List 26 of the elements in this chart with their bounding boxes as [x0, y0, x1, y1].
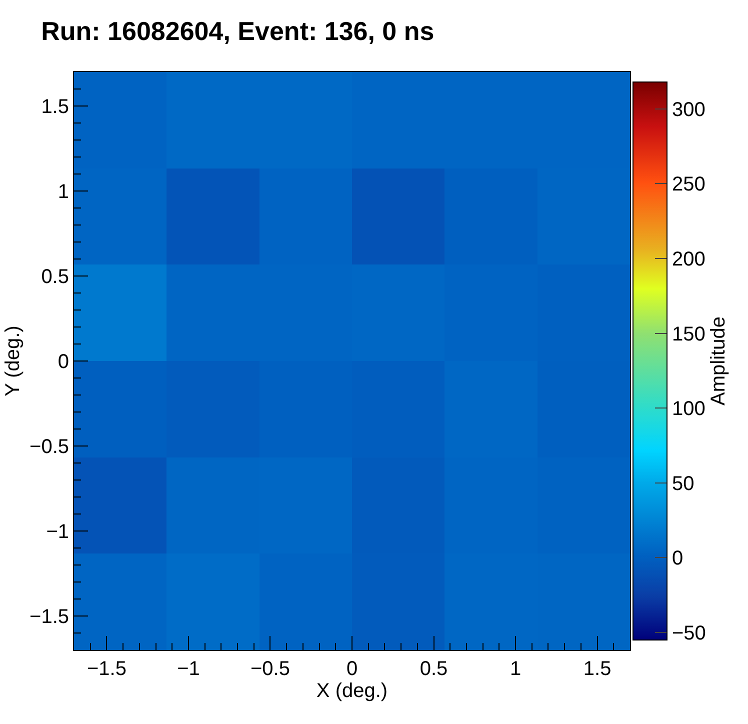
y-tick-label: −0.5: [30, 436, 69, 458]
y-tick-label: 1.5: [41, 96, 69, 118]
x-tick-label: −0.5: [250, 658, 290, 680]
y-tick-label: −1: [46, 521, 69, 543]
color-bar-label: 250: [672, 174, 706, 196]
x-tick-label: 1: [510, 658, 522, 680]
color-bar-label: −50: [672, 622, 706, 645]
x-axis-title: X (deg.): [316, 680, 388, 702]
color-bar-label: 50: [672, 472, 694, 495]
x-tick-label: 1.5: [583, 658, 612, 680]
color-bar-label: 300: [672, 98, 706, 121]
color-bar-label: 100: [672, 398, 706, 420]
color-bar-title: Amplitude: [707, 316, 730, 406]
y-tick-label: 0: [58, 351, 69, 373]
y-tick-label: 1: [58, 181, 69, 203]
x-tick-label: −1.5: [86, 658, 126, 680]
x-tick-label: −1: [177, 658, 200, 680]
y-tick-label: 0.5: [41, 266, 69, 288]
x-tick-label: 0.5: [420, 658, 448, 680]
color-bar-label: 0: [672, 548, 684, 570]
color-bar-label: 150: [672, 323, 706, 346]
y-tick-label: −1.5: [30, 606, 69, 628]
chart-title: Run: 16082604, Event: 136, 0 ns: [41, 16, 434, 46]
color-bar-label: 200: [672, 248, 706, 271]
x-tick-label: 0: [346, 658, 358, 680]
y-axis-title: Y (deg.): [2, 326, 24, 396]
